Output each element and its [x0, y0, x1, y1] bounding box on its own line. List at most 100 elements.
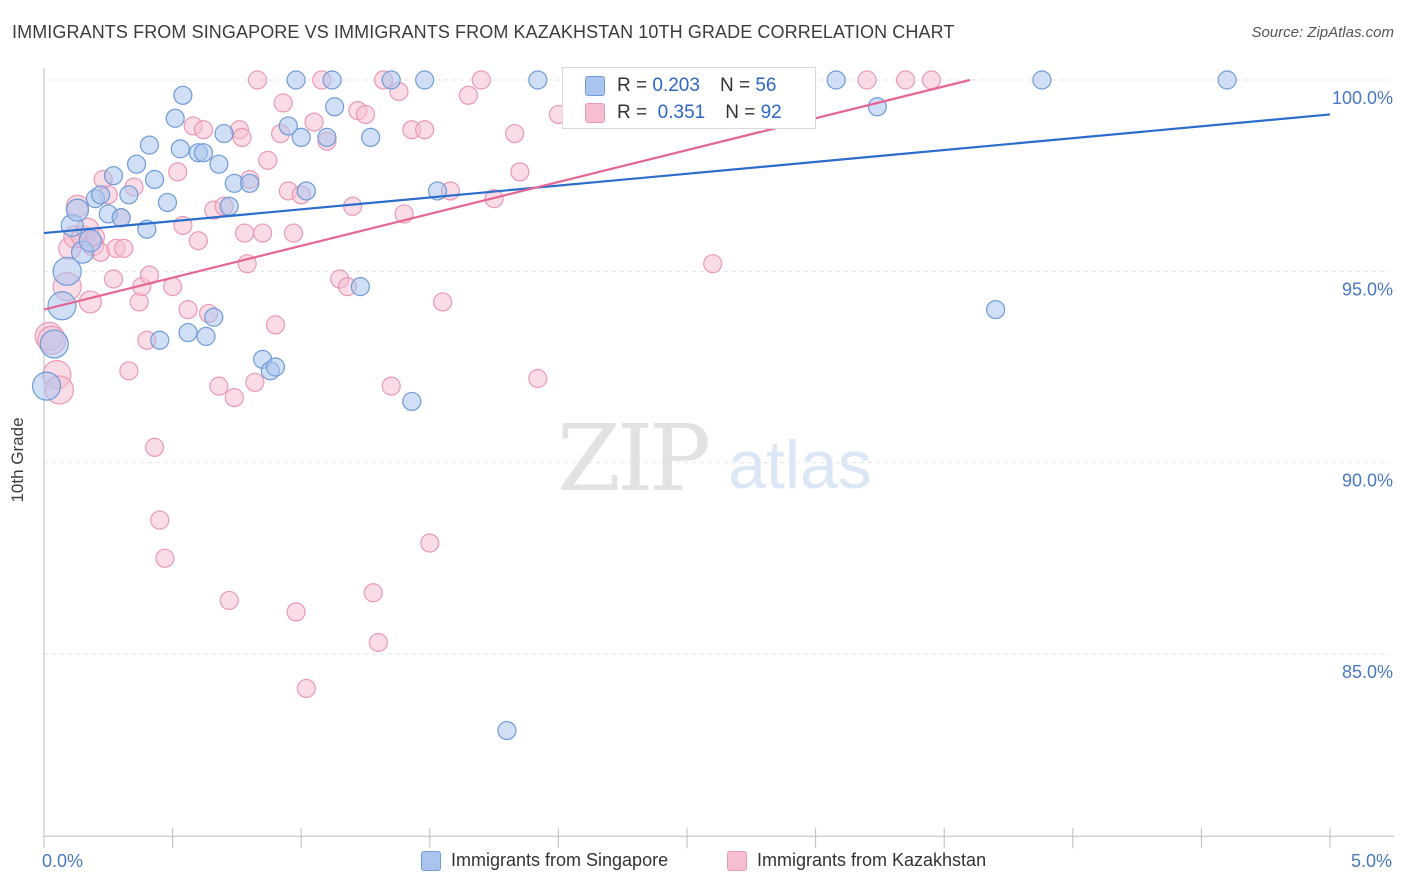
- singapore-point: [325, 97, 345, 117]
- kazakhstan-point: [921, 70, 941, 90]
- zipatlas-watermark: ZIP atlas: [557, 405, 872, 512]
- legend-swatch-kazakhstan: [727, 850, 747, 871]
- singapore-point: [209, 154, 229, 174]
- kazakhstan-point: [114, 238, 134, 258]
- kazakhstan-point: [265, 315, 286, 335]
- singapore-point: [111, 208, 131, 228]
- kazakhstan-point: [188, 231, 208, 251]
- kazakhstan-point: [103, 269, 124, 289]
- y-tick-label: 90.0%: [1342, 471, 1393, 491]
- singapore-point: [193, 143, 214, 163]
- singapore-point: [157, 192, 178, 213]
- singapore-point: [178, 322, 198, 343]
- kazakhstan-point: [253, 223, 273, 243]
- kazakhstan-point: [415, 120, 435, 140]
- singapore-point: [497, 720, 517, 741]
- kazakhstan-point: [178, 300, 198, 320]
- singapore-point: [219, 196, 239, 216]
- source-label: Source: ZipAtlas.com: [1251, 24, 1394, 41]
- kazakhstan-point: [258, 150, 278, 170]
- singapore-point: [402, 391, 422, 412]
- singapore-point: [196, 326, 216, 346]
- singapore-n-value: 56: [755, 75, 777, 96]
- x-tick-max: 5.0%: [1350, 851, 1392, 871]
- singapore-point: [144, 169, 165, 190]
- singapore-point: [204, 307, 224, 327]
- bottom-legend: Immigrants from Singapore Immigrants fro…: [0, 850, 1406, 880]
- singapore-point: [52, 256, 82, 286]
- watermark-zip: ZIP: [557, 405, 708, 512]
- kazakhstan-point: [286, 602, 306, 622]
- kazakhstan-point: [193, 120, 214, 140]
- singapore-point: [322, 70, 342, 90]
- singapore-point: [119, 185, 139, 205]
- singapore-point: [39, 329, 69, 359]
- kazakhstan-point: [471, 70, 491, 90]
- kazakhstan-point: [857, 70, 877, 90]
- singapore-point: [381, 70, 401, 90]
- kazakhstan-point: [168, 162, 188, 182]
- singapore-point: [291, 127, 311, 147]
- y-tick-label: 95.0%: [1342, 279, 1393, 299]
- kazakhstan-points: [34, 70, 941, 699]
- singapore-point: [65, 198, 90, 222]
- singapore-trend-line: [43, 113, 1331, 235]
- kazakhstan-point: [433, 292, 453, 312]
- kazakhstan-point: [247, 70, 268, 90]
- singapore-point: [528, 70, 548, 90]
- singapore-point: [78, 229, 102, 253]
- kazakhstan-n-label: N =: [725, 102, 756, 123]
- singapore-point: [165, 108, 185, 128]
- singapore-point: [1032, 70, 1052, 90]
- singapore-r-value: 0.203: [652, 75, 700, 96]
- gridlines: [44, 79, 1390, 655]
- singapore-point: [286, 70, 306, 90]
- singapore-point: [150, 330, 170, 350]
- legend-item-singapore[interactable]: Immigrants from Singapore: [421, 850, 668, 871]
- singapore-point: [986, 300, 1006, 320]
- singapore-point: [265, 357, 286, 377]
- kazakhstan-r-label: R =: [617, 102, 648, 123]
- kazakhstan-point: [232, 127, 252, 147]
- kazakhstan-point: [381, 376, 401, 396]
- y-tick-labels: 100.0% 95.0% 90.0% 85.0%: [1332, 88, 1393, 682]
- kazakhstan-point: [505, 123, 525, 144]
- kazakhstan-point: [896, 70, 916, 90]
- singapore-point: [90, 185, 111, 205]
- singapore-point: [126, 154, 147, 174]
- singapore-point: [173, 85, 193, 105]
- singapore-point: [317, 127, 337, 147]
- x-tick-min: 0.0%: [42, 851, 84, 871]
- kazakhstan-point: [235, 223, 255, 243]
- singapore-point: [214, 123, 234, 144]
- singapore-point: [1217, 70, 1237, 90]
- axes: [43, 68, 1394, 849]
- singapore-point: [31, 371, 62, 401]
- kazakhstan-point: [304, 112, 324, 132]
- kazakhstan-point: [363, 583, 383, 603]
- kazakhstan-point: [458, 85, 478, 105]
- legend-label-kazakhstan: Immigrants from Kazakhstan: [757, 850, 987, 870]
- kazakhstan-point: [144, 437, 165, 457]
- y-tick-label: 100.0%: [1332, 88, 1393, 108]
- chart-title: IMMIGRANTS FROM SINGAPORE VS IMMIGRANTS …: [12, 22, 955, 42]
- kazakhstan-point: [283, 223, 304, 243]
- singapore-point: [350, 277, 370, 297]
- kazakhstan-swatch: [585, 103, 605, 123]
- kazakhstan-point: [245, 372, 265, 392]
- kazakhstan-point: [155, 548, 175, 568]
- kazakhstan-point: [119, 361, 139, 381]
- kazakhstan-point: [78, 290, 102, 314]
- kazakhstan-point: [224, 388, 244, 408]
- singapore-point: [361, 127, 381, 147]
- kazakhstan-point: [703, 254, 723, 274]
- singapore-point: [296, 181, 316, 201]
- legend-item-kazakhstan[interactable]: Immigrants from Kazakhstan: [727, 850, 986, 871]
- singapore-point: [415, 70, 435, 90]
- legend-swatch-singapore: [421, 850, 441, 871]
- stats-row-singapore: R = 0.203 N = 56: [585, 73, 776, 99]
- singapore-point: [103, 166, 124, 186]
- stats-row-kazakhstan: R = 0.351 N = 92: [585, 100, 782, 126]
- legend-label-singapore: Immigrants from Singapore: [451, 850, 669, 870]
